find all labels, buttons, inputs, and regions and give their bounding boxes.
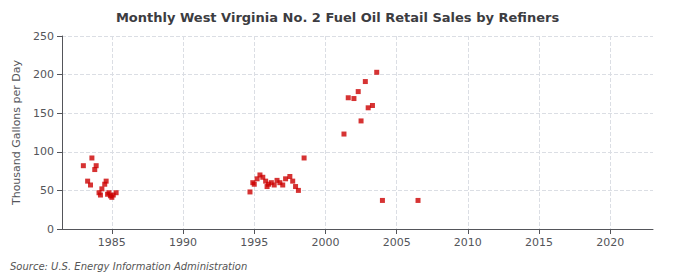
- svg-text:2000: 2000: [311, 236, 339, 249]
- svg-text:2010: 2010: [454, 236, 482, 249]
- svg-text:2005: 2005: [383, 236, 411, 249]
- svg-text:2020: 2020: [596, 236, 624, 249]
- svg-text:100: 100: [33, 145, 54, 158]
- svg-text:2015: 2015: [525, 236, 553, 249]
- svg-text:0: 0: [47, 223, 54, 236]
- svg-text:Source: U.S. Energy Informatio: Source: U.S. Energy Information Administ…: [10, 261, 247, 272]
- svg-text:Thousand Gallons per Day: Thousand Gallons per Day: [10, 59, 23, 206]
- svg-text:1985: 1985: [98, 236, 126, 249]
- svg-text:1990: 1990: [169, 236, 197, 249]
- svg-text:Monthly West Virginia No. 2 Fu: Monthly West Virginia No. 2 Fuel Oil Ret…: [116, 10, 559, 25]
- svg-text:200: 200: [33, 68, 54, 81]
- svg-text:250: 250: [33, 30, 54, 43]
- svg-text:1995: 1995: [240, 236, 268, 249]
- svg-text:50: 50: [40, 184, 54, 197]
- svg-text:150: 150: [33, 107, 54, 120]
